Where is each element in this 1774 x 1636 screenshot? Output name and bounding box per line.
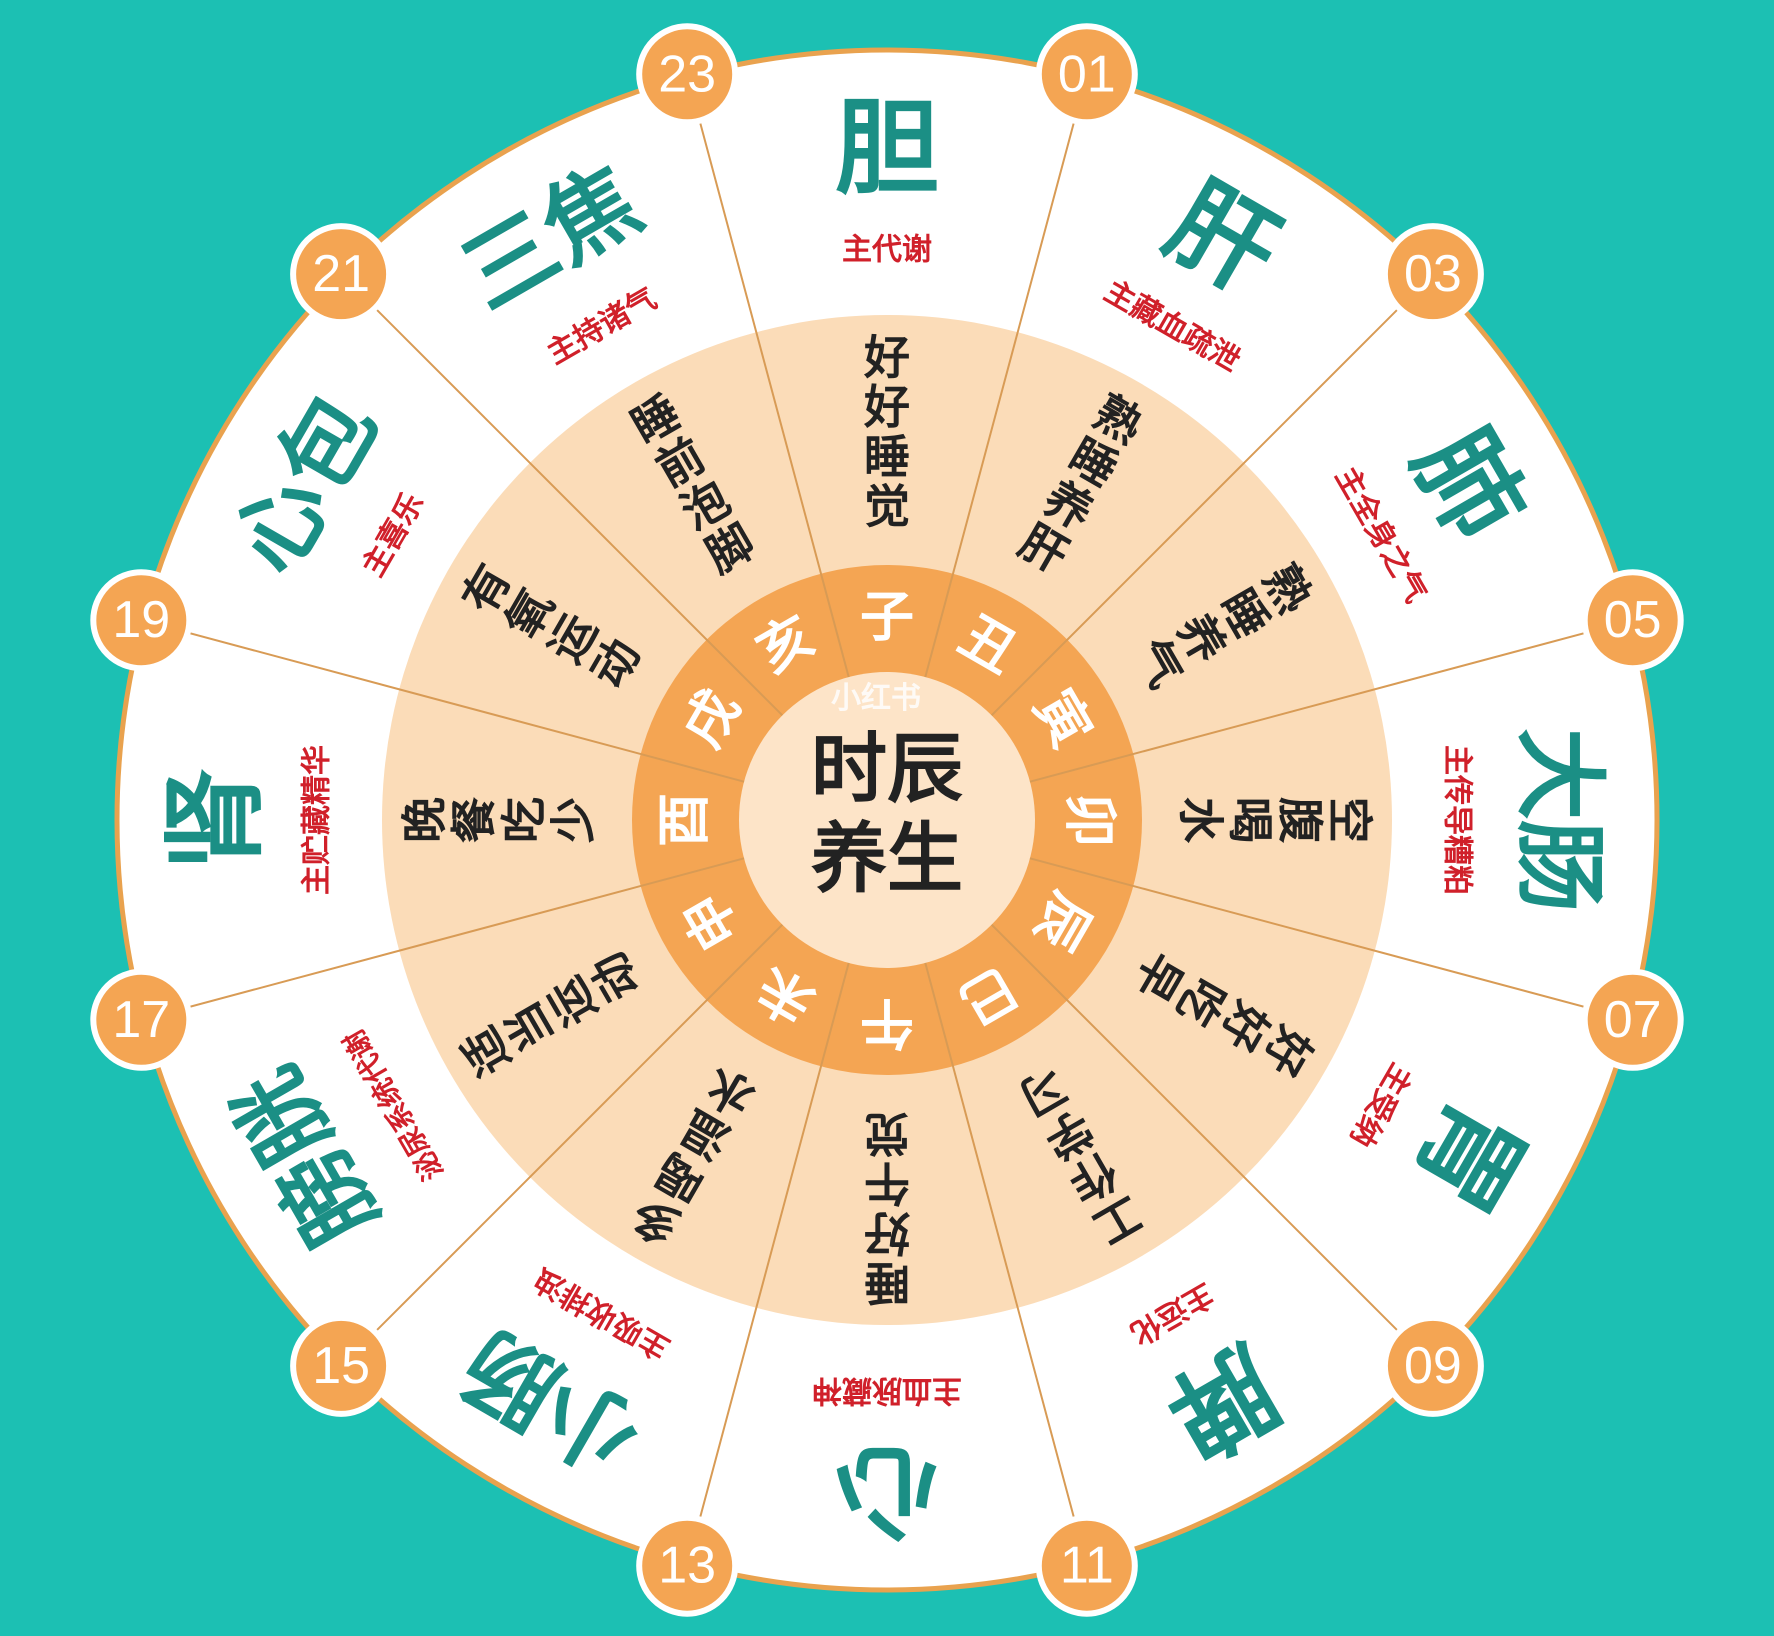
organ-label: 心 bbox=[835, 1431, 939, 1553]
advice-label-char: 餐 bbox=[447, 796, 501, 843]
center-core: 时辰 养生 小红书 bbox=[811, 681, 963, 903]
branch-label: 酉 bbox=[653, 793, 716, 847]
advice-label-char: 水 bbox=[1174, 797, 1228, 844]
hour-badge bbox=[90, 569, 193, 672]
hour-label: 19 bbox=[112, 591, 170, 649]
organ-label: 大肠 bbox=[1506, 728, 1613, 912]
hour-label: 21 bbox=[312, 245, 370, 303]
hour-label: 01 bbox=[1058, 45, 1116, 103]
hour-label: 15 bbox=[312, 1337, 370, 1395]
segment-dividers bbox=[142, 75, 1632, 1565]
segment-divider bbox=[142, 857, 745, 1021]
segment-divider bbox=[341, 274, 784, 717]
hour-badge bbox=[1581, 968, 1684, 1071]
advice-label-char: 觉 bbox=[864, 480, 910, 534]
segment-divider bbox=[686, 75, 850, 678]
hour-label: 23 bbox=[658, 45, 716, 103]
watermark-text: 小红书 bbox=[831, 681, 921, 716]
hour-badge bbox=[1035, 23, 1138, 126]
advice-label-char: 腹 bbox=[1273, 797, 1327, 844]
advice-label-char: 空 bbox=[1323, 797, 1377, 843]
advice-label-char: 好 bbox=[864, 1206, 911, 1260]
segment-divider bbox=[341, 923, 784, 1366]
function-label: 主传导糟粕 bbox=[1440, 745, 1475, 895]
branch-label: 午 bbox=[860, 992, 914, 1055]
hour-label: 13 bbox=[658, 1537, 716, 1595]
advice-label-char: 睡 bbox=[864, 430, 910, 484]
advice-label-char: 睡 bbox=[864, 1256, 910, 1310]
core-circle bbox=[739, 672, 1035, 968]
function-label: 主血脉藏神 bbox=[812, 1373, 962, 1408]
segment-divider bbox=[1029, 619, 1632, 783]
hour-label: 09 bbox=[1404, 1337, 1462, 1395]
function-label: 主贮藏精华 bbox=[300, 745, 335, 895]
advice-label-char: 午 bbox=[864, 1156, 910, 1210]
hour-label: 07 bbox=[1604, 991, 1662, 1049]
advice-label-char: 少 bbox=[547, 797, 601, 843]
hour-badge bbox=[290, 223, 393, 326]
organ-label: 肾 bbox=[154, 768, 276, 872]
hour-badge bbox=[1581, 569, 1684, 672]
hour-label: 03 bbox=[1404, 245, 1462, 303]
hour-badge bbox=[1381, 1314, 1484, 1417]
hour-badge bbox=[636, 23, 739, 126]
center-title-line2: 养生 bbox=[811, 814, 963, 903]
hour-label: 05 bbox=[1604, 591, 1662, 649]
function-label: 主代谢 bbox=[842, 233, 932, 268]
segment-divider bbox=[686, 962, 850, 1565]
hour-badge bbox=[1035, 1514, 1138, 1617]
advice-label-char: 晚 bbox=[398, 797, 452, 843]
advice-label-char: 好 bbox=[863, 331, 910, 385]
advice-label-char: 吃 bbox=[497, 797, 551, 843]
advice-label-char: 觉 bbox=[864, 1107, 910, 1161]
hour-badges: 23 01 03 05 07 09 11 13 15 17 19 21 bbox=[90, 23, 1684, 1617]
advice-label-char: 喝 bbox=[1223, 797, 1277, 843]
hour-label: 11 bbox=[1060, 1537, 1114, 1595]
branch-label: 子 bbox=[860, 586, 914, 649]
branch-label: 卯 bbox=[1059, 793, 1122, 847]
segment-divider bbox=[1029, 857, 1632, 1021]
organ-label: 胆 bbox=[835, 87, 939, 209]
segment-divider bbox=[924, 962, 1088, 1565]
hour-badge bbox=[90, 968, 193, 1071]
segment-divider bbox=[924, 75, 1088, 678]
hour-badge bbox=[1381, 223, 1484, 326]
segment-divider bbox=[990, 923, 1433, 1366]
hour-label: 17 bbox=[112, 991, 170, 1049]
center-title-line1: 时辰 bbox=[811, 724, 963, 813]
segment-divider bbox=[142, 619, 745, 783]
advice-label-char: 好 bbox=[863, 380, 910, 434]
segment-divider bbox=[990, 274, 1433, 717]
hour-badge bbox=[290, 1314, 393, 1417]
hour-badge bbox=[636, 1514, 739, 1617]
